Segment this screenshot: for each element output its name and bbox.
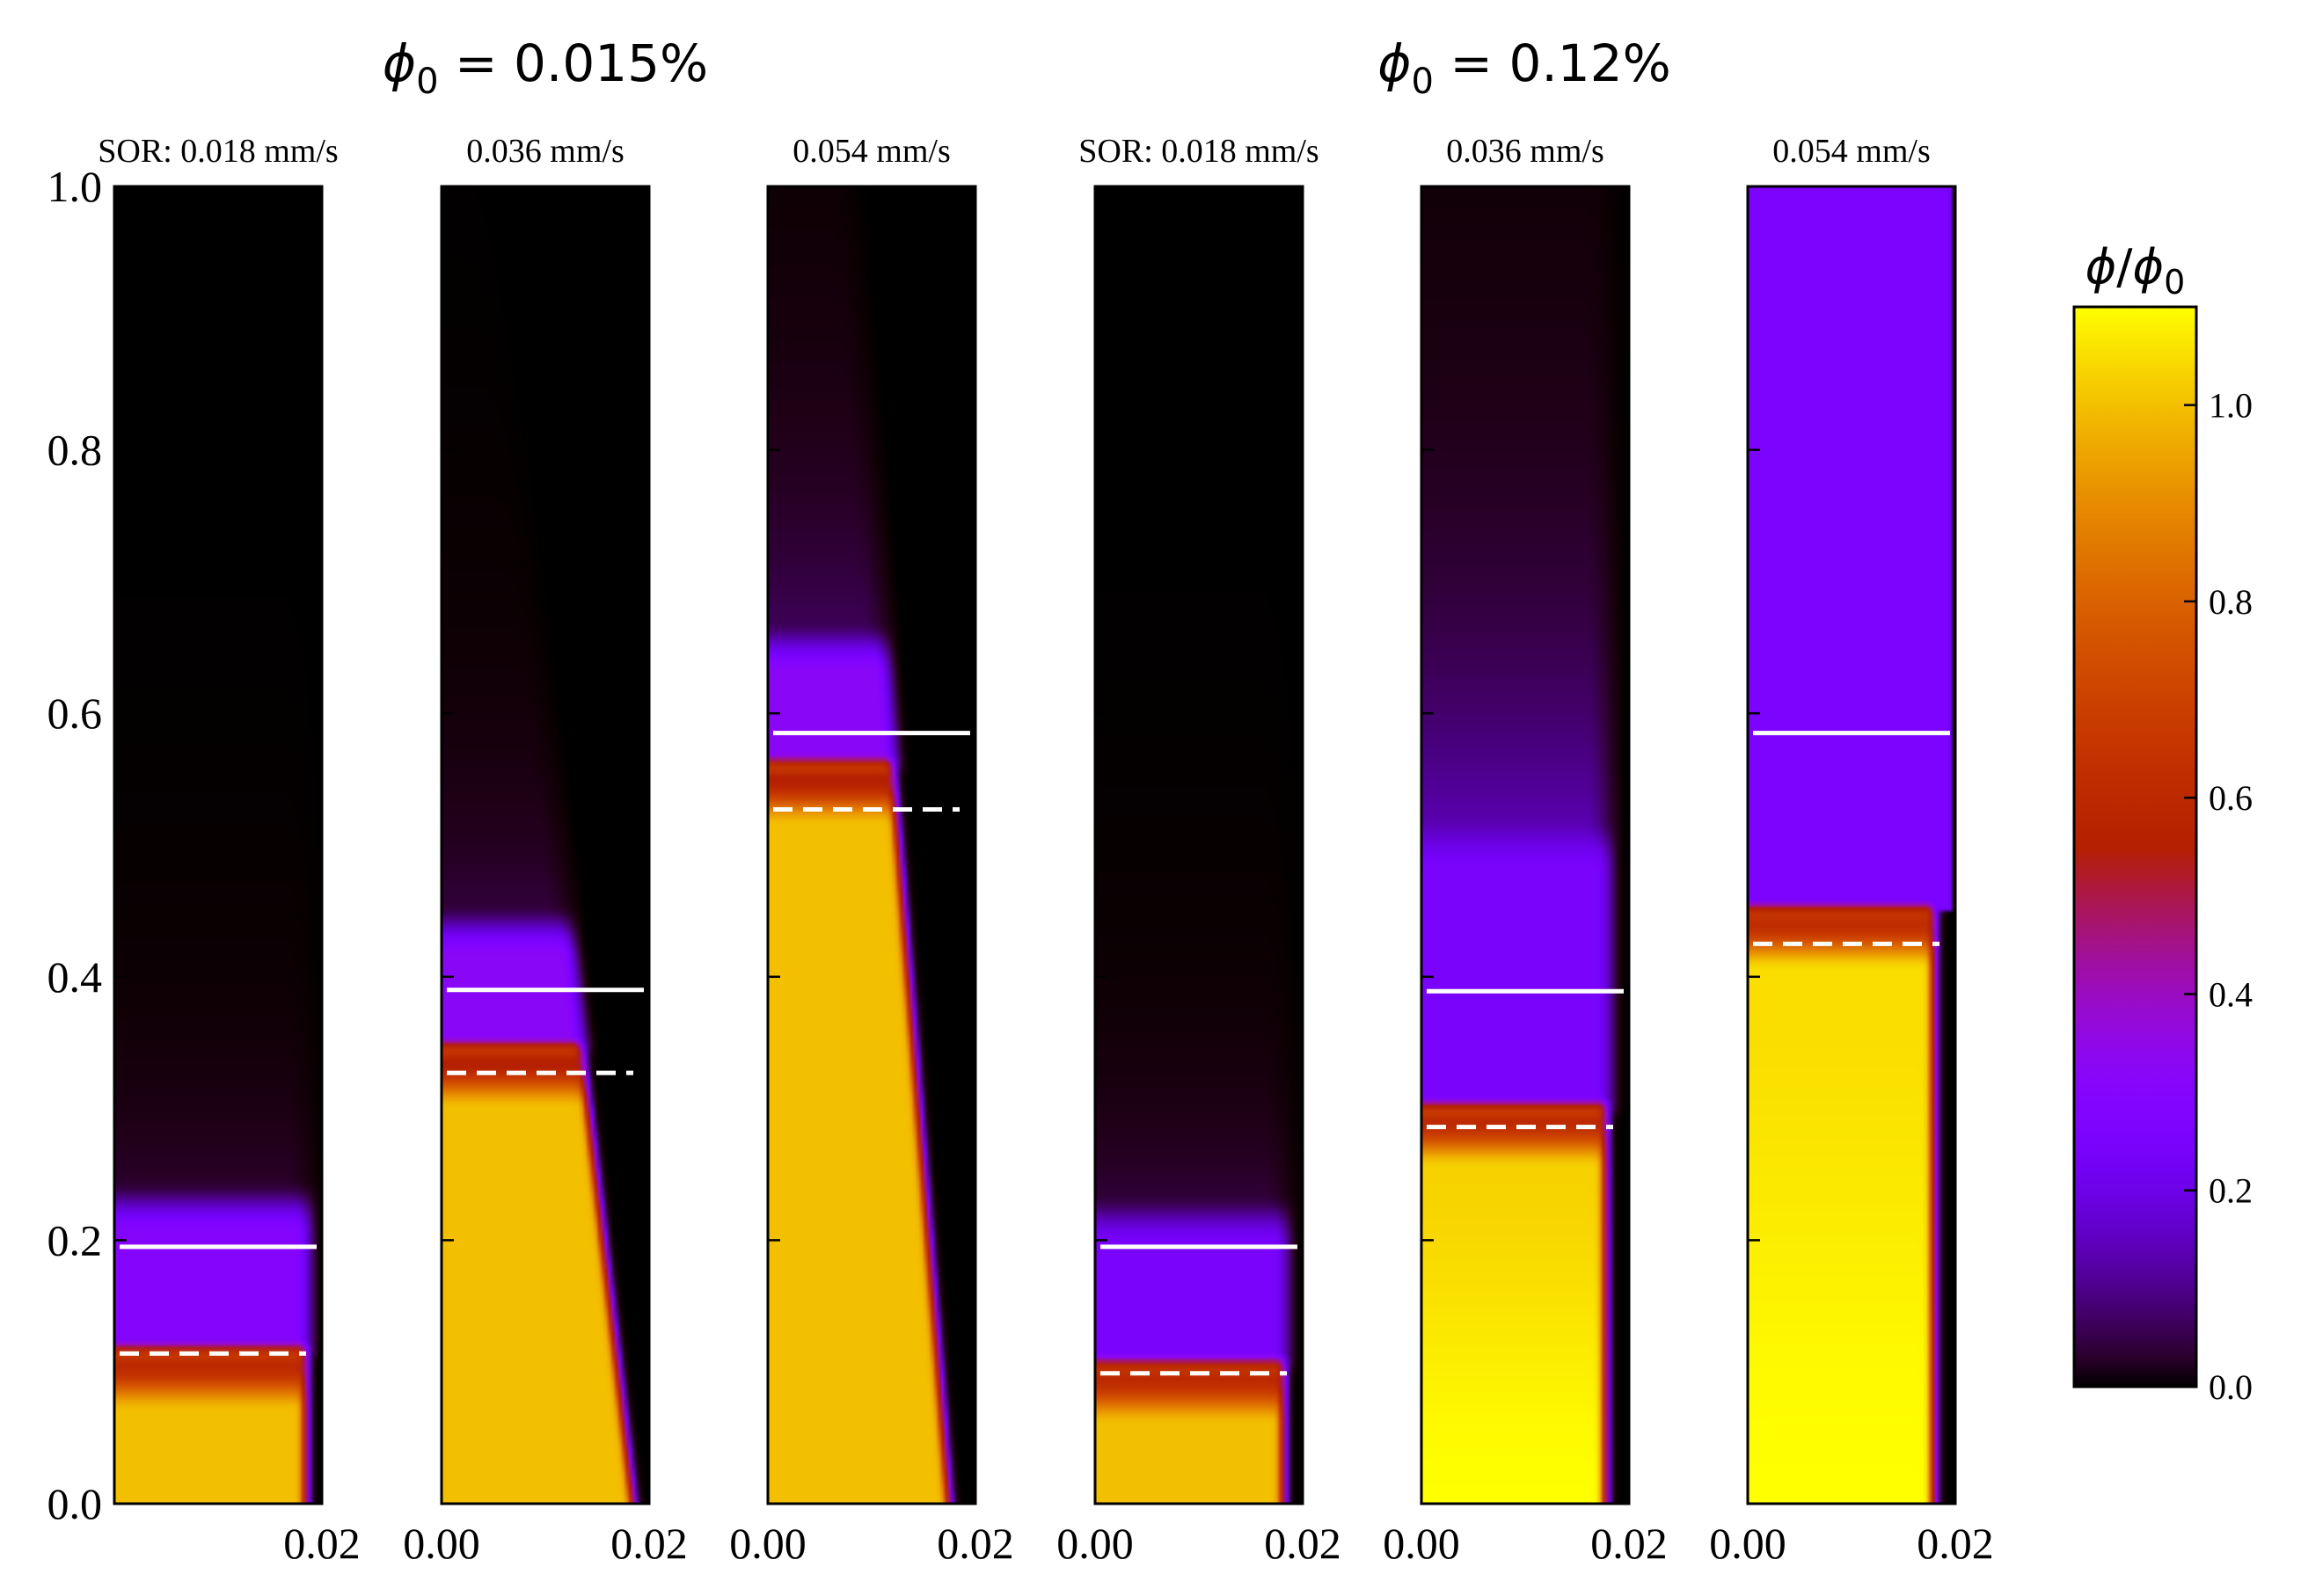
group-title-sub: 0 [1412,62,1434,102]
y-tick-label: 0.6 [47,689,103,738]
panel-title: 0.036 mm/s [466,133,624,170]
panel-title: 0.054 mm/s [793,133,950,170]
panel-1: 0.036 mm/s 0.00 0.02 [403,133,688,1568]
group-title-0: ϕ0 = 0.015% [383,33,708,102]
colorbar: 0.0 0.2 0.4 0.6 0.8 1.0 ϕ/ϕ0 [2072,239,2253,1407]
panel-frame [113,185,324,1505]
group-title-sub: 0 [416,62,438,102]
x-tick-label: 0.02 [283,1519,361,1568]
colorbar-label: ϕ/ϕ0 [2086,239,2186,302]
panel-frame [1420,185,1631,1505]
x-tick-label: 0.00 [729,1519,807,1568]
y-tick-label: 0.0 [47,1479,103,1528]
panel-5: 0.054 mm/s 0.00 0.02 [1709,133,1994,1568]
y-tick-label: 1.0 [47,162,103,211]
x-tick-label: 0.00 [1383,1519,1460,1568]
y-tick-label: 0.2 [47,1215,103,1264]
heatmap-image [1095,186,1303,1504]
panel-frame [1746,185,1957,1505]
panel-frame [440,185,651,1505]
heatmap-image [442,186,649,1504]
y-tick-label: 0.8 [47,426,103,475]
colorbar-tick-label: 0.8 [2209,582,2253,622]
group-title-value: = 0.12% [1434,33,1671,93]
panels: SOR: 0.018 mm/s0.020.036 mm/s0.00 0.020.0… [98,133,1993,1568]
group-title-var: ϕ [383,33,416,93]
x-tick-label: 0.02 [1264,1519,1341,1568]
colorbar-gradient [2072,305,2198,1388]
heatmap-image [1421,186,1629,1504]
panel-frame [766,185,977,1505]
group-titles: ϕ0 = 0.015% ϕ0 = 0.12% [383,33,1671,102]
y-tick-label: 0.4 [47,952,103,1002]
panel-4: 0.036 mm/s 0.00 0.02 [1383,133,1668,1568]
heatmap-image [114,186,322,1504]
x-tick-label: 0.02 [937,1519,1014,1568]
x-tick-label: 0.00 [403,1519,480,1568]
colorbar-tick-label: 0.4 [2209,974,2253,1014]
colorbar-tick-label: 1.0 [2209,386,2253,426]
panel-0: SOR: 0.018 mm/s 0.02 [98,133,360,1568]
x-tick-label: 0.02 [1917,1519,1994,1568]
group-title-value: = 0.015% [439,33,709,93]
x-tick-label: 0.02 [610,1519,688,1568]
colorbar-tick-label: 0.0 [2209,1367,2253,1407]
panel-title: SOR: 0.018 mm/s [1078,133,1319,170]
panel-2: 0.054 mm/s 0.00 0.02 [729,133,1014,1568]
panel-3: SOR: 0.018 mm/s 0.00 0.02 [1056,133,1341,1568]
panel-title: 0.054 mm/s [1772,133,1930,170]
colorbar-tick-label: 0.2 [2209,1171,2253,1211]
panel-title: SOR: 0.018 mm/s [98,133,338,170]
colorbar-tick-label: 0.6 [2209,778,2253,818]
y-axis: 0.0 0.2 0.4 0.6 0.8 1.0 [47,162,103,1528]
panel-frame [1093,185,1304,1505]
x-tick-label: 0.00 [1056,1519,1134,1568]
heatmap-image [1748,186,1955,1504]
heatmap-image [768,186,975,1504]
group-title-1: ϕ0 = 0.12% [1377,33,1670,102]
x-tick-label: 0.00 [1709,1519,1786,1568]
x-tick-label: 0.02 [1590,1519,1668,1568]
group-title-var: ϕ [1377,33,1411,93]
panel-title: 0.036 mm/s [1446,133,1603,170]
